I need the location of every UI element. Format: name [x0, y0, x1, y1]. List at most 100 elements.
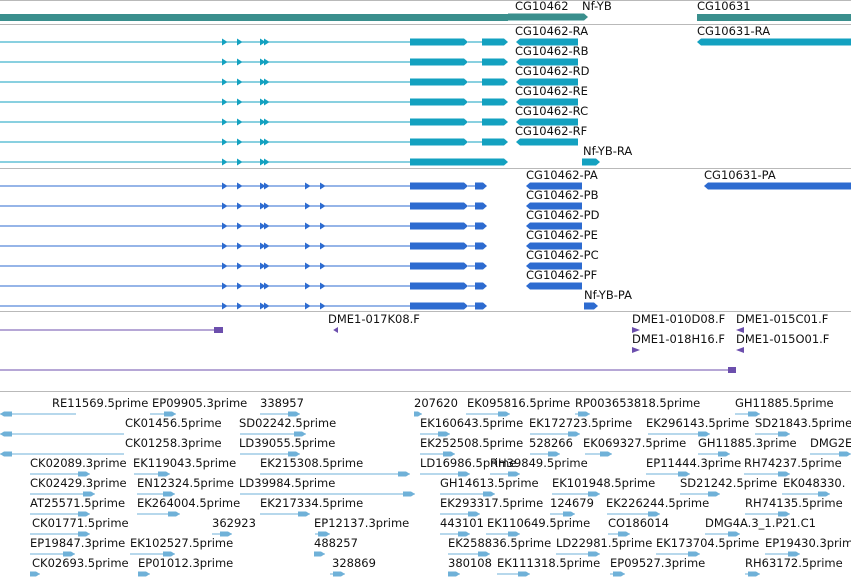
- est-label[interactable]: DMG4A.3_1.P21.C1: [705, 516, 816, 530]
- transcript-label[interactable]: CG10462-RB: [515, 44, 589, 58]
- transcript-label[interactable]: CG10462-RC: [515, 104, 589, 118]
- est-label[interactable]: RH39849.5prime: [490, 456, 588, 470]
- protein-label[interactable]: CG10462-PD: [526, 208, 600, 222]
- feature-exon-block: [516, 118, 578, 126]
- est-label[interactable]: CK02693.5prime: [32, 556, 129, 570]
- est-label[interactable]: EK215308.5prime: [260, 456, 364, 470]
- gene-label[interactable]: CG10631: [697, 0, 751, 13]
- est-label[interactable]: SD21242.5prime: [680, 476, 778, 490]
- transcript-label[interactable]: CG10462-RD: [515, 64, 590, 78]
- est-label[interactable]: LD39984.5prime: [239, 476, 336, 490]
- est-label[interactable]: 328869: [332, 556, 376, 570]
- est-label[interactable]: EK173704.5prime: [656, 536, 760, 550]
- feature-exon-block: [83, 491, 95, 497]
- est-label[interactable]: EK258836.5prime: [448, 536, 552, 550]
- est-label[interactable]: RE11569.5prime: [52, 396, 149, 410]
- est-label[interactable]: CK02429.3prime: [30, 476, 127, 490]
- protein-label[interactable]: CG10462-PB: [526, 188, 599, 202]
- strand-arrow-right: [237, 222, 243, 230]
- strand-arrow-right: [260, 262, 266, 270]
- est-label[interactable]: 488257: [314, 536, 358, 550]
- transcript-label[interactable]: CG10462-RA: [515, 24, 589, 38]
- clone-label[interactable]: DME1-015C01.F: [736, 312, 829, 326]
- est-label[interactable]: DMG2E: [810, 436, 851, 450]
- transcript-label[interactable]: Nf-YB-RA: [583, 144, 633, 158]
- protein-label[interactable]: CG10462-PA: [526, 168, 598, 182]
- est-label[interactable]: GH11885.5prime: [735, 396, 834, 410]
- est-label[interactable]: RH74135.5prime: [745, 496, 843, 510]
- est-label[interactable]: SD02242.5prime: [239, 416, 337, 430]
- est-label[interactable]: EK048330.: [783, 476, 846, 490]
- est-label[interactable]: LD16986.5prime: [420, 456, 517, 470]
- est-label[interactable]: AT25571.5prime: [30, 496, 126, 510]
- est-label[interactable]: RH63172.5prime: [745, 556, 843, 570]
- est-label[interactable]: EN12324.5prime: [137, 476, 234, 490]
- clone-label[interactable]: DME1-017K08.F: [328, 312, 420, 326]
- feature-exon-block: [584, 302, 598, 310]
- est-label[interactable]: EK110649.5prime: [487, 516, 591, 530]
- est-label[interactable]: EP09527.3prime: [610, 556, 706, 570]
- est-label[interactable]: CK02089.3prime: [30, 456, 127, 470]
- feature-exon-block: [788, 551, 800, 557]
- est-label[interactable]: CO186014: [608, 516, 669, 530]
- est-label[interactable]: RP003653818.5prime: [575, 396, 701, 410]
- feature-exon-block: [588, 551, 600, 557]
- est-label[interactable]: GH14613.5prime: [440, 476, 539, 490]
- feature-exon-block: [508, 13, 588, 21]
- protein-label[interactable]: CG10462-PC: [526, 248, 599, 262]
- est-label[interactable]: SD21843.5prime: [755, 416, 851, 430]
- est-label[interactable]: CK01456.5prime: [125, 416, 222, 430]
- est-label[interactable]: CK01771.5prime: [32, 516, 129, 530]
- clone-end: [728, 367, 736, 373]
- est-label[interactable]: 362923: [212, 516, 256, 530]
- feature-exon-block: [475, 262, 487, 270]
- transcript-label[interactable]: CG10462-RF: [515, 124, 588, 138]
- est-label[interactable]: EK226244.5prime: [606, 496, 710, 510]
- est-label[interactable]: RH74237.5prime: [744, 456, 842, 470]
- protein-label[interactable]: Nf-YB-PA: [584, 288, 632, 302]
- est-label[interactable]: 380108: [448, 556, 492, 570]
- est-label[interactable]: EP19847.3prime: [30, 536, 126, 550]
- gene-label[interactable]: CG10462: [515, 0, 569, 13]
- transcript-label[interactable]: CG10462-RE: [515, 84, 588, 98]
- est-label[interactable]: EK264004.5prime: [137, 496, 241, 510]
- protein-label[interactable]: CG10631-PA: [704, 168, 776, 182]
- est-label[interactable]: 207620: [414, 396, 458, 410]
- est-label[interactable]: EP11444.3prime: [646, 456, 742, 470]
- est-label[interactable]: EP12137.3prime: [314, 516, 410, 530]
- est-label[interactable]: EK172723.5prime: [529, 416, 633, 430]
- est-label[interactable]: 528266: [529, 436, 573, 450]
- strand-arrow-right: [237, 282, 243, 290]
- est-label[interactable]: EK095816.5prime: [467, 396, 571, 410]
- est-label[interactable]: LD22981.5prime: [556, 536, 653, 550]
- est-label[interactable]: EK102527.5prime: [130, 536, 234, 550]
- est-label[interactable]: EK252508.5prime: [420, 436, 524, 450]
- clone-label[interactable]: DME1-010D08.F: [632, 312, 726, 326]
- est-label[interactable]: EK119043.5prime: [133, 456, 237, 470]
- est-label[interactable]: EK293317.5prime: [440, 496, 544, 510]
- est-label[interactable]: EK069327.5prime: [583, 436, 687, 450]
- clone-label[interactable]: DME1-018H16.F: [632, 332, 726, 346]
- protein-label[interactable]: CG10462-PF: [526, 268, 598, 282]
- est-label[interactable]: EK217334.5prime: [260, 496, 364, 510]
- protein-label[interactable]: CG10462-PE: [526, 228, 598, 242]
- est-label[interactable]: EK296143.5prime: [646, 416, 750, 430]
- feature-exon-block: [548, 451, 560, 457]
- est-label[interactable]: EP19430.3prim: [765, 536, 851, 550]
- feature-exon-block: [563, 511, 575, 517]
- est-label[interactable]: CK01258.3prime: [125, 436, 222, 450]
- clone-label[interactable]: DME1-015O01.F: [736, 332, 830, 346]
- transcript-label[interactable]: CG10631-RA: [697, 24, 771, 38]
- est-label[interactable]: 124679: [550, 496, 594, 510]
- est-label[interactable]: 443101: [440, 516, 484, 530]
- est-label[interactable]: 338957: [260, 396, 304, 410]
- est-label[interactable]: LD39055.5prime: [239, 436, 336, 450]
- est-label[interactable]: EP09905.3prime: [152, 396, 248, 410]
- est-label[interactable]: EK101948.5prime: [552, 476, 656, 490]
- gene-label[interactable]: Nf-YB: [582, 0, 612, 13]
- est-label[interactable]: EK111318.5prime: [497, 556, 601, 570]
- est-label[interactable]: EK160643.5prime: [420, 416, 524, 430]
- est-label[interactable]: EP01012.3prime: [138, 556, 234, 570]
- est-label[interactable]: GH11885.3prime: [698, 436, 797, 450]
